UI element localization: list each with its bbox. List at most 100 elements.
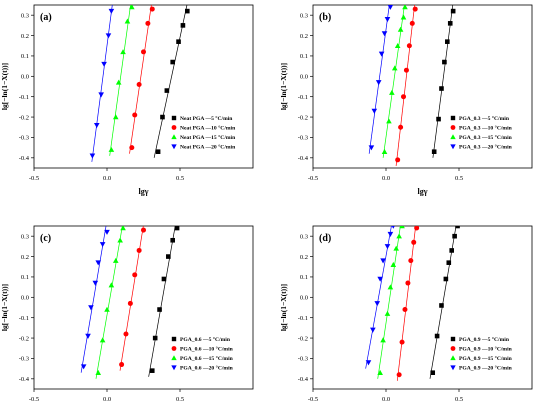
data-point <box>129 5 135 10</box>
y-tick-label: -0.2 <box>19 114 29 121</box>
data-point <box>386 118 392 124</box>
y-tick-label: -0.3 <box>298 135 308 142</box>
data-point <box>123 331 129 337</box>
series-3 <box>381 5 408 158</box>
data-point <box>89 153 96 159</box>
data-point <box>161 276 167 282</box>
data-point <box>152 335 158 341</box>
data-point <box>95 369 102 375</box>
data-point <box>387 231 394 237</box>
y-tick-label: 0.3 <box>300 12 308 19</box>
data-point <box>391 226 395 229</box>
legend-marker <box>171 144 177 150</box>
data-point <box>119 362 125 368</box>
data-point <box>371 108 378 114</box>
data-point <box>104 306 110 312</box>
panel-label: (a) <box>40 12 52 23</box>
legend: PGA_0.9 —5 °C/min PGA_0.9 —10 °C/min PGA_0… <box>450 336 513 372</box>
data-point <box>120 49 126 55</box>
data-point <box>145 20 151 26</box>
data-point <box>164 88 170 93</box>
data-point <box>92 280 99 286</box>
data-point <box>394 42 401 48</box>
series-1 <box>431 5 456 158</box>
y-tick-label: 0.0 <box>21 74 29 81</box>
data-point <box>141 227 146 233</box>
y-tick-label: 0.2 <box>21 254 29 261</box>
data-point <box>132 112 138 118</box>
data-point <box>108 282 115 288</box>
data-point <box>403 67 409 73</box>
legend-marker <box>171 125 177 130</box>
legend-marker <box>450 346 456 351</box>
legend: Neat PGA —5 °C/min Neat PGA —10 °C/min Nea… <box>171 115 236 151</box>
fit-line <box>396 226 417 381</box>
legend-entry: PGA_0.6 —5 °C/min <box>180 336 231 343</box>
legend-entry: PGA_0.3 —20 °C/min <box>459 144 513 151</box>
data-point <box>393 245 400 251</box>
legend-entry: Neat PGA —15 °C/min <box>180 134 236 141</box>
y-tick-label: -0.4 <box>298 376 309 383</box>
data-point <box>399 339 405 345</box>
y-tick-label: 0.3 <box>21 12 29 19</box>
data-point <box>136 247 142 253</box>
data-point <box>452 233 457 239</box>
y-tick-label: -0.4 <box>19 376 30 383</box>
data-point <box>406 43 412 49</box>
data-point <box>170 237 175 243</box>
y-tick-label: -0.2 <box>298 114 308 121</box>
series-1 <box>153 5 190 158</box>
y-tick-label: 0.0 <box>21 295 29 302</box>
series-2 <box>119 226 146 371</box>
data-point <box>412 6 418 12</box>
data-point <box>408 258 414 264</box>
data-point <box>387 284 394 290</box>
fit-line <box>395 5 415 167</box>
data-point <box>155 149 161 154</box>
legend-entry: PGA_0.9 —10 °C/min <box>459 346 513 353</box>
series-2 <box>129 5 155 154</box>
data-point <box>120 226 126 231</box>
fit-line <box>429 226 457 379</box>
fit-line <box>119 226 144 371</box>
data-point <box>439 86 444 91</box>
x-tick-label: 0.0 <box>103 396 111 403</box>
data-point <box>445 39 450 44</box>
legend-entry: PGA_0.6 —20 °C/min <box>180 365 234 372</box>
x-tick-label: 0.5 <box>176 396 184 403</box>
data-point <box>99 242 106 248</box>
y-tick-label: -0.1 <box>19 94 29 101</box>
y-tick-label: -0.3 <box>19 356 29 363</box>
data-point <box>99 337 106 343</box>
x-tick-label: -0.5 <box>29 175 39 182</box>
data-point <box>180 23 186 28</box>
data-area <box>365 226 460 381</box>
data-point <box>405 280 411 286</box>
data-point <box>129 145 135 151</box>
plot-frame <box>33 4 254 169</box>
y-tick-label: 0.1 <box>21 274 29 281</box>
data-point <box>396 372 402 378</box>
data-point <box>85 333 91 339</box>
data-point <box>98 92 104 98</box>
panel-label: (d) <box>319 233 331 244</box>
legend-entry: Neat PGA —20 °C/min <box>180 144 236 151</box>
legend-entry: PGA_0.3 —15 °C/min <box>459 134 513 141</box>
data-point <box>149 368 155 373</box>
data-point <box>446 260 452 265</box>
series-1 <box>429 226 460 379</box>
series-2 <box>396 226 420 381</box>
fit-line <box>91 5 113 162</box>
data-point <box>174 226 180 231</box>
data-point <box>93 122 100 129</box>
data-point <box>370 327 376 333</box>
legend-entry: PGA_0.3 —5 °C/min <box>459 115 510 122</box>
data-point <box>141 49 146 55</box>
series-3 <box>377 226 405 379</box>
legend-marker <box>171 134 177 140</box>
y-tick-label: 0.1 <box>21 53 29 60</box>
fit-line <box>80 226 107 373</box>
y-tick-label: -0.4 <box>19 155 30 162</box>
x-tick-label: 0.5 <box>176 175 184 182</box>
